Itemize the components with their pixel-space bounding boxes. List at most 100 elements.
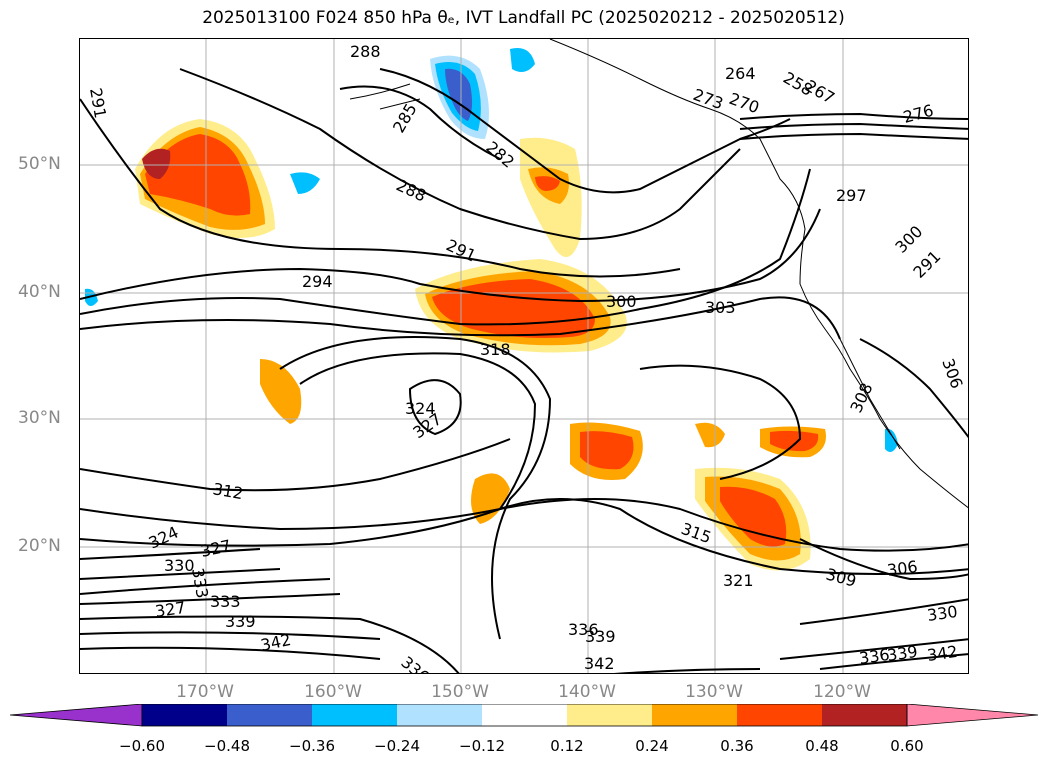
colorbar-tick: −0.24	[374, 737, 420, 755]
contour-label: 336	[397, 653, 433, 674]
contour-label: 288	[393, 175, 429, 205]
contour-label: 339	[886, 642, 919, 665]
shade-e1-red	[770, 430, 819, 452]
shade-nw-dark	[142, 148, 171, 179]
contour-label: 315	[679, 519, 714, 547]
coast-north-america	[759, 138, 968, 509]
colorbar-tick: −0.60	[119, 737, 165, 755]
ivt-shading	[85, 48, 898, 571]
contour-label: 342	[584, 654, 615, 673]
colorbar-bin	[652, 704, 737, 726]
shade-se-red	[720, 486, 787, 547]
colorbar-bin	[567, 704, 652, 726]
lat-label-30n: 30°N	[18, 408, 61, 428]
contour-label: 330	[926, 602, 959, 625]
chart-title: 2025013100 F024 850 hPa θₑ, IVT Landfall…	[202, 8, 845, 28]
colorbar-tick: 0.48	[805, 737, 839, 755]
gridlines	[80, 39, 968, 673]
colorbar-tick: 0.36	[720, 737, 754, 755]
contour-label: 339	[225, 612, 256, 631]
contour-label: 294	[302, 272, 333, 291]
contour-321	[80, 498, 968, 575]
shade-mid3	[260, 359, 302, 424]
contour-294	[80, 208, 821, 303]
lon-label-160w: 160°W	[304, 682, 362, 702]
colorbar-tick: −0.12	[459, 737, 505, 755]
contour-label: 330	[164, 556, 195, 575]
coast-baja	[839, 338, 901, 450]
contour-label: 300	[606, 292, 637, 311]
contour-312	[80, 438, 511, 492]
contour-label: 264	[725, 64, 756, 83]
colorbar-bin	[737, 704, 822, 726]
contour-label: 336	[858, 645, 891, 668]
contour-288	[179, 68, 741, 241]
contour-342	[80, 646, 761, 673]
contour-339	[80, 631, 968, 670]
contour-label: 288	[350, 42, 381, 61]
contour-label: 309	[824, 565, 858, 591]
contour-label: 333	[188, 566, 212, 599]
lat-label-40n: 40°N	[18, 282, 61, 302]
map-panel: 291 288 285 282 288 291 294 300 303 318 …	[79, 38, 969, 674]
theta-e-contours	[80, 68, 968, 673]
colorbar-bin	[822, 704, 907, 726]
contour-303	[80, 296, 841, 340]
contour-291	[80, 98, 681, 278]
lon-label-130w: 130°W	[685, 682, 743, 702]
shade-nw-red	[145, 134, 251, 216]
contour-label: 327	[199, 536, 233, 561]
colorbar-tick: 0.24	[635, 737, 669, 755]
coast-alaska	[549, 39, 761, 140]
shade-blue-small2	[510, 48, 535, 73]
coastlines	[349, 39, 968, 509]
colorbar-tick: 0.12	[550, 737, 584, 755]
colorbar-tick: 0.60	[890, 737, 924, 755]
shade-jet-red	[432, 279, 595, 338]
contour-label: 308	[846, 380, 876, 416]
contour-bc-cluster	[739, 112, 968, 140]
colorbar	[10, 704, 1039, 727]
contour-label: 270	[727, 89, 762, 117]
contour-label: 339	[585, 627, 616, 646]
contour-label: 336	[568, 620, 599, 639]
colorbar-bin	[397, 704, 482, 726]
contour-label: 276	[901, 101, 935, 127]
colorbar-bin	[482, 704, 567, 726]
colorbar-extend-low	[10, 704, 143, 727]
contour-285	[339, 85, 501, 160]
shade-nc-red	[535, 176, 560, 191]
contour-324-ring	[408, 379, 462, 436]
colorbar-outline	[141, 704, 908, 727]
shade-mid2	[471, 473, 510, 524]
contour-309	[799, 538, 968, 581]
lon-label-170w: 170°W	[176, 682, 234, 702]
shade-blue-small1	[290, 172, 320, 194]
contour-label: 318	[480, 340, 511, 359]
contour-label: 303	[705, 298, 736, 317]
contour-333	[80, 593, 341, 605]
contour-327	[80, 548, 281, 580]
contour-jet-loop	[279, 336, 552, 640]
contour-label: 324	[405, 399, 436, 418]
contour-label: 342	[926, 642, 959, 665]
colorbar-tick: −0.48	[204, 737, 250, 755]
contour-label: 327	[154, 598, 187, 621]
contour-336	[80, 615, 968, 673]
contour-jet-loop2	[299, 352, 537, 510]
contour-label: 324	[146, 522, 182, 552]
contour-label: 312	[211, 479, 244, 503]
lat-label-20n: 20°N	[18, 536, 61, 556]
contour-se-loop	[639, 364, 802, 480]
map-canvas: 291 288 285 282 288 291 294 300 303 318 …	[80, 39, 968, 674]
contour-label: 273	[691, 85, 726, 113]
contour-330	[80, 578, 968, 625]
colorbar-bin	[227, 704, 312, 726]
shade-e2	[695, 422, 725, 448]
shade-mid1-red	[580, 431, 634, 470]
contour-label: 333	[210, 592, 241, 611]
contour-label: 300	[891, 222, 926, 257]
lon-label-120w: 120°W	[813, 682, 871, 702]
contour-label: 321	[723, 571, 754, 590]
colorbar-tick: −0.36	[289, 737, 335, 755]
